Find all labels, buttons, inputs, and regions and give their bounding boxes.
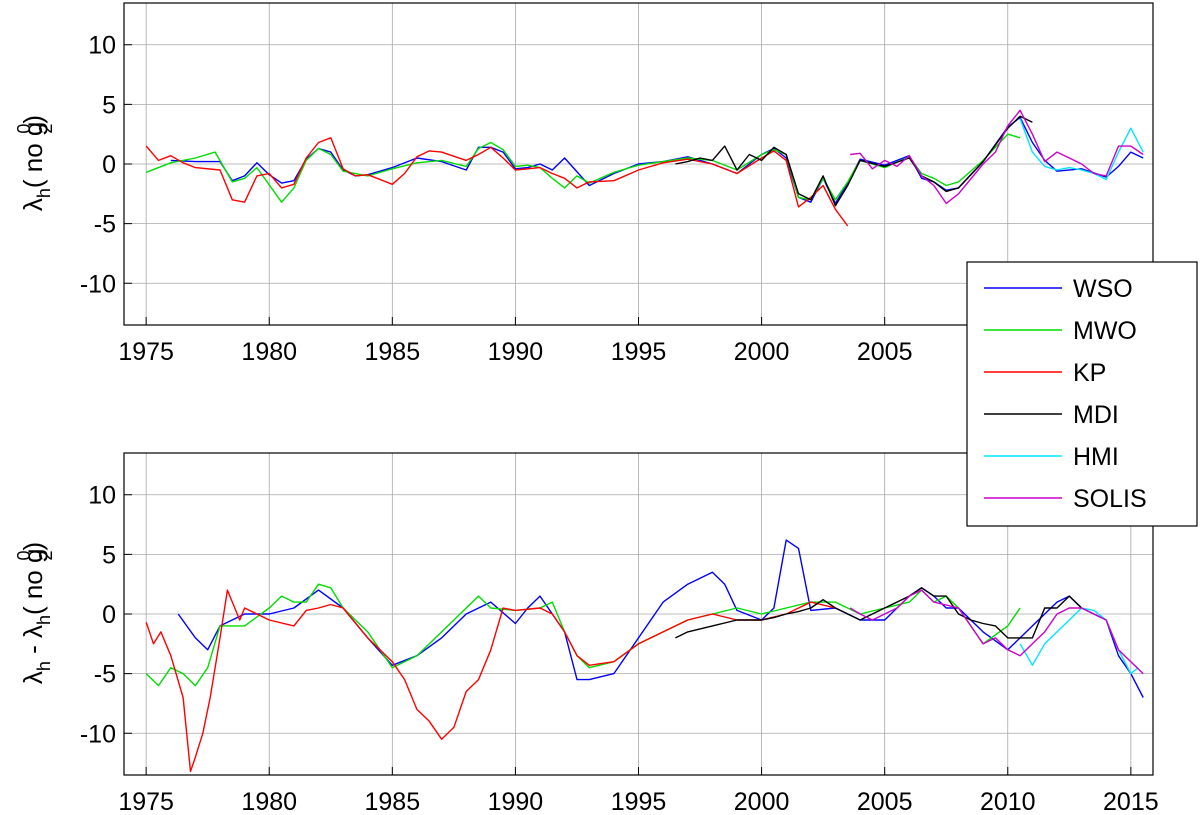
y-tick-label: 0 — [102, 601, 116, 629]
series-line-hmi — [1019, 118, 1144, 181]
legend-label: HMI — [1073, 443, 1119, 471]
ylabel-sup-0: 0 — [14, 551, 34, 561]
y-tick-label: -10 — [80, 720, 116, 748]
x-tick-label: 2005 — [857, 338, 913, 366]
x-tick-label: 1985 — [365, 788, 421, 815]
legend: WSO MWO KP MDI HMI SOLIS — [966, 261, 1198, 527]
x-tick-label: 2000 — [734, 788, 790, 815]
ylabel-lambda: λ — [18, 671, 48, 684]
ylabel-sub-2: 2 — [36, 124, 56, 134]
x-tick-label: 2010 — [980, 788, 1036, 815]
ylabel-sub-h: h — [34, 661, 54, 671]
plot-frame — [123, 2, 1154, 326]
y-tick-label: -5 — [94, 211, 116, 239]
top-panel: 197519801985199019952000200520101050-5-1… — [80, 2, 1154, 366]
ylabel-sub-h: h — [34, 188, 54, 198]
x-tick-label: 1995 — [611, 338, 667, 366]
legend-item-solis: SOLIS — [984, 485, 1147, 513]
x-tick-label: 1980 — [241, 788, 297, 815]
ylabel-rest: ( no g — [18, 122, 48, 189]
ylabel-sub-2: 2 — [36, 551, 56, 561]
ylabel-sub-h-b: h — [34, 615, 54, 625]
y-tick-label: 10 — [88, 482, 116, 510]
top-y-axis-label: λh( no g0 2) — [14, 115, 56, 211]
x-tick-label: 1995 — [611, 788, 667, 815]
series-line-solis — [849, 589, 1144, 675]
ylabel-end: ) — [18, 542, 48, 551]
series-group — [145, 539, 1144, 773]
x-tick-label: 2005 — [857, 788, 913, 815]
x-tick-label: 1990 — [488, 338, 544, 366]
x-tick-label: 1985 — [365, 338, 421, 366]
x-tick-label: 1975 — [118, 338, 174, 366]
plot-frame — [123, 452, 1154, 776]
series-line-solis — [850, 109, 1144, 205]
legend-item-kp: KP — [984, 359, 1106, 387]
legend-label: WSO — [1073, 275, 1133, 303]
series-line-kp — [145, 589, 836, 773]
y-tick-label: 5 — [102, 91, 116, 119]
y-tick-label: -5 — [94, 661, 116, 689]
y-tick-label: -10 — [80, 270, 116, 298]
series-group — [145, 109, 1144, 227]
legend-item-mwo: MWO — [984, 317, 1137, 345]
x-tick-label: 1975 — [118, 788, 174, 815]
x-tick-label: 2000 — [734, 338, 790, 366]
legend-label: MDI — [1073, 401, 1119, 429]
legend-label: KP — [1073, 359, 1106, 387]
ylabel-end: ) — [18, 115, 48, 124]
svg-text:λh - λh( no g02): λh - λh( no g0 2) — [14, 542, 56, 684]
bottom-y-axis-label: λh - λh( no g0 2) — [14, 542, 56, 684]
ylabel-dash-lambda: - λ — [18, 625, 48, 661]
x-tick-label: 1990 — [488, 788, 544, 815]
y-tick-label: 10 — [88, 32, 116, 60]
ylabel-rest: ( no g — [18, 549, 48, 616]
legend-box — [966, 261, 1198, 527]
bottom-panel: 1975 1980 1985 1990 1995 2000 2005 2010 2015 10 5 0… — [80, 452, 1159, 815]
ylabel-lambda: λ — [18, 198, 48, 211]
svg-text:λh( no g02): λh( no g0 2) — [14, 115, 56, 211]
legend-item-wso: WSO — [984, 275, 1133, 303]
series-line-kp — [145, 137, 849, 227]
x-tick-label: 2015 — [1103, 788, 1159, 815]
x-tick-label: 1980 — [241, 338, 297, 366]
legend-label: SOLIS — [1073, 485, 1147, 513]
y-tick-label: 0 — [102, 151, 116, 179]
legend-label: MWO — [1073, 317, 1137, 345]
legend-item-hmi: HMI — [984, 443, 1119, 471]
y-tick-label: 5 — [102, 541, 116, 569]
ylabel-sup-0: 0 — [14, 124, 34, 134]
series-line-mdi — [675, 115, 1033, 207]
legend-item-mdi: MDI — [984, 401, 1119, 429]
